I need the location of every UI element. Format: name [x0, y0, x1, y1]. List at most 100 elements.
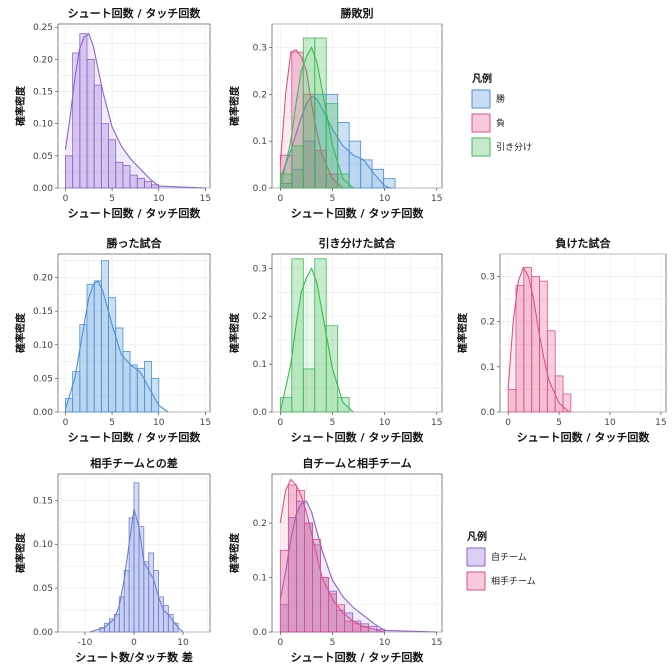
x-axis-label: シュート回数 / タッチ回数 — [291, 430, 425, 444]
legend-label: 勝 — [496, 93, 505, 105]
x-tick-label: 0 — [63, 194, 69, 204]
y-tick-label: 0.2 — [481, 318, 495, 328]
chart-title: 勝敗別 — [341, 6, 374, 20]
x-tick-label: 0 — [131, 638, 137, 648]
density-line — [89, 508, 184, 633]
y-tick-label: 0.25 — [33, 23, 53, 33]
density-line — [64, 280, 169, 413]
y-tick-label: 0.2 — [253, 90, 267, 100]
y-tick-label: 0.00 — [33, 628, 53, 638]
x-tick-label: 0 — [277, 194, 283, 204]
y-tick-label: 0.20 — [33, 274, 53, 284]
y-tick-label: 0.05 — [33, 584, 53, 594]
plot-area — [57, 23, 211, 189]
chart-title: 引き分けた試合 — [319, 236, 397, 250]
y-tick-label: 0.15 — [33, 88, 53, 98]
density-line — [279, 49, 344, 189]
x-axis-label: シュート回数 / タッチ回数 — [68, 430, 202, 444]
x-tick-label: 10 — [153, 418, 165, 428]
y-tick-label: 0.1 — [481, 363, 495, 373]
x-tick-label: 10 — [379, 638, 391, 648]
x-axis-label: シュート数/タッチ数 差 — [75, 650, 193, 664]
plot-area — [271, 473, 443, 633]
density-area — [280, 49, 343, 188]
x-tick-label: 0 — [63, 418, 69, 428]
x-tick-label: 15 — [655, 418, 666, 428]
x-tick-label: 15 — [431, 638, 442, 648]
density-line — [507, 266, 570, 413]
chart-title: シュート回数 / タッチ回数 — [68, 6, 202, 20]
x-axis-label: シュート回数 / タッチ回数 — [291, 650, 425, 664]
y-axis-label: 確率密度 — [14, 532, 27, 573]
histogram-bar — [337, 397, 350, 413]
histogram-bar — [151, 377, 160, 413]
y-tick-label: 0.00 — [33, 408, 53, 418]
x-axis-label: シュート回数 / タッチ回数 — [68, 206, 202, 220]
density-area — [65, 33, 206, 188]
y-tick-label: 0.10 — [33, 540, 53, 550]
y-tick-label: 0.15 — [33, 496, 53, 506]
x-axis-label: シュート回数 / タッチ回数 — [291, 206, 425, 220]
x-tick-label: 0 — [277, 638, 283, 648]
legend-swatch — [466, 571, 486, 591]
legend-label: 自チーム — [491, 551, 527, 563]
y-tick-label: 0.0 — [253, 408, 268, 418]
legend-swatch — [466, 547, 486, 567]
legend-label: 負 — [496, 117, 505, 129]
legend-swatch — [471, 89, 491, 109]
y-tick-label: 0.3 — [253, 264, 267, 274]
plot-area — [57, 253, 211, 413]
x-tick-label: 15 — [200, 194, 211, 204]
x-tick-label: 5 — [556, 418, 562, 428]
x-tick-label: 0 — [277, 418, 283, 428]
chart-title: 負けた試合 — [556, 236, 612, 250]
density-area — [65, 280, 168, 412]
x-tick-label: 10 — [379, 418, 391, 428]
chart-panel-p6: -10 0 10 0.00 0.05 0.10 0.15 相手チームとの差シュート数/タッチ数… — [14, 456, 211, 664]
plot-area — [499, 253, 667, 413]
x-tick-label: 15 — [431, 418, 442, 428]
x-tick-label: 15 — [431, 194, 442, 204]
x-tick-label: 5 — [330, 638, 336, 648]
y-tick-label: 0.0 — [253, 184, 268, 194]
y-tick-label: 0.10 — [33, 120, 53, 130]
y-tick-label: 0.05 — [33, 152, 53, 162]
histogram-bar — [337, 173, 350, 189]
density-line — [279, 500, 437, 633]
x-tick-label: 5 — [330, 194, 336, 204]
x-tick-label: 15 — [200, 418, 211, 428]
chart-title: 自チームと相手チーム — [302, 456, 411, 470]
y-tick-label: 0.10 — [33, 341, 53, 351]
histogram-bar — [291, 258, 304, 413]
legend-title: 凡例 — [467, 530, 487, 543]
y-tick-label: 0.2 — [253, 312, 267, 322]
x-axis-label: シュート回数 / タッチ回数 — [517, 430, 651, 444]
y-axis-label: 確率密度 — [14, 85, 27, 126]
legend-label: 引き分け — [496, 142, 532, 153]
x-tick-label: 5 — [109, 418, 115, 428]
density-area — [280, 268, 354, 412]
plot-area — [271, 23, 443, 189]
density-area — [280, 96, 390, 188]
y-tick-label: 0.00 — [33, 184, 53, 194]
y-tick-label: 0.1 — [253, 360, 267, 370]
density-area — [280, 479, 385, 632]
chart-title: 相手チームとの差 — [90, 456, 178, 470]
legend-title: 凡例 — [472, 72, 492, 85]
y-axis-label: 確率密度 — [14, 312, 27, 353]
density-area — [280, 47, 354, 189]
x-tick-label: 0 — [505, 418, 511, 428]
y-tick-label: 0.15 — [33, 307, 53, 317]
density-line — [279, 267, 354, 413]
y-tick-label: 0.3 — [481, 273, 495, 283]
density-area — [280, 501, 437, 632]
histogram-bar — [336, 604, 345, 633]
